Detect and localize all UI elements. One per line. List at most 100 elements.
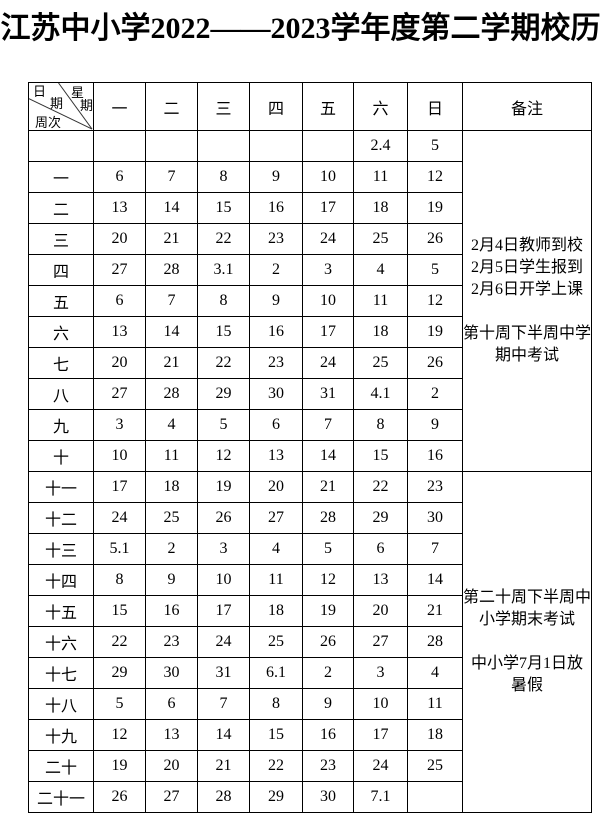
date-cell: 13 bbox=[353, 564, 408, 596]
week-number-cell: 十三 bbox=[28, 533, 94, 565]
date-cell: 18 bbox=[353, 316, 408, 348]
week-number-cell: 十八 bbox=[28, 688, 94, 720]
remark-line: 小学期末考试 bbox=[479, 611, 576, 628]
date-cell: 14 bbox=[407, 564, 463, 596]
date-cell: 21 bbox=[145, 223, 198, 255]
date-cell: 19 bbox=[302, 595, 354, 627]
calendar-row: 十八 5 6 7 8 9 10 11 bbox=[28, 688, 592, 720]
date-cell: 16 bbox=[249, 316, 303, 348]
date-cell bbox=[145, 130, 198, 162]
corner-weekday-label-char: 星 bbox=[71, 85, 85, 100]
date-cell: 3 bbox=[353, 657, 408, 689]
date-cell bbox=[249, 130, 303, 162]
remark-line bbox=[464, 301, 591, 323]
corner-header-cell: 日 期 星 期 周次 bbox=[28, 82, 94, 131]
date-cell: 23 bbox=[302, 750, 354, 782]
date-cell: 9 bbox=[407, 409, 463, 441]
date-cell: 18 bbox=[145, 471, 198, 503]
week-number-cell bbox=[28, 130, 94, 162]
date-cell: 10 bbox=[93, 440, 146, 472]
date-cell: 2 bbox=[249, 254, 303, 286]
week-number-cell: 十一 bbox=[28, 471, 94, 503]
date-cell: 25 bbox=[353, 223, 408, 255]
date-cell: 11 bbox=[353, 285, 408, 317]
date-cell: 6.1 bbox=[249, 657, 303, 689]
date-cell: 30 bbox=[302, 781, 354, 813]
date-cell: 5.1 bbox=[93, 533, 146, 565]
date-cell: 25 bbox=[145, 502, 198, 534]
remark-line: 期中考试 bbox=[495, 347, 560, 364]
date-cell: 23 bbox=[407, 471, 463, 503]
calendar-row: 四 27 28 3.1 2 3 4 5 bbox=[28, 254, 592, 286]
date-cell: 12 bbox=[407, 161, 463, 193]
week-number-cell: 三 bbox=[28, 223, 94, 255]
date-cell: 24 bbox=[197, 626, 250, 658]
week-number-cell: 二十一 bbox=[28, 781, 94, 813]
date-cell: 20 bbox=[145, 750, 198, 782]
date-cell: 6 bbox=[93, 285, 146, 317]
date-cell: 17 bbox=[302, 316, 354, 348]
remark-line: 2月4日教师到校 bbox=[471, 237, 584, 254]
date-cell: 24 bbox=[302, 347, 354, 379]
week-number-cell: 八 bbox=[28, 378, 94, 410]
date-cell: 19 bbox=[197, 471, 250, 503]
date-cell: 23 bbox=[145, 626, 198, 658]
date-cell: 11 bbox=[353, 161, 408, 193]
weekday-header: 日 bbox=[407, 82, 463, 131]
date-cell: 13 bbox=[249, 440, 303, 472]
calendar-row: 十九 12 13 14 15 16 17 18 bbox=[28, 719, 592, 751]
date-cell: 26 bbox=[302, 626, 354, 658]
date-cell: 20 bbox=[249, 471, 303, 503]
corner-date-label-char: 期 bbox=[50, 96, 64, 111]
date-cell: 21 bbox=[197, 750, 250, 782]
date-cell: 30 bbox=[249, 378, 303, 410]
page-title: 江苏中小学2022——2023学年度第二学期校历 bbox=[0, 12, 601, 45]
week-number-cell: 二十 bbox=[28, 750, 94, 782]
date-cell: 4 bbox=[407, 657, 463, 689]
date-cell: 12 bbox=[407, 285, 463, 317]
date-cell: 20 bbox=[353, 595, 408, 627]
date-cell: 8 bbox=[249, 688, 303, 720]
date-cell: 30 bbox=[145, 657, 198, 689]
diagonal-divider-lines bbox=[29, 83, 93, 130]
date-cell: 17 bbox=[302, 192, 354, 224]
date-cell: 15 bbox=[353, 440, 408, 472]
date-cell: 21 bbox=[302, 471, 354, 503]
date-cell: 2 bbox=[145, 533, 198, 565]
date-cell: 17 bbox=[93, 471, 146, 503]
date-cell: 7 bbox=[145, 161, 198, 193]
date-cell: 22 bbox=[197, 347, 250, 379]
date-cell: 8 bbox=[197, 161, 250, 193]
date-cell: 11 bbox=[407, 688, 463, 720]
remark-line: 暑假 bbox=[511, 677, 544, 694]
date-cell: 9 bbox=[145, 564, 198, 596]
remarks-block-1: 2月4日教师到校 2月5日学生报到 2月6日开学上课 第十周下半周中学 期中考试 bbox=[461, 130, 593, 472]
date-cell: 4 bbox=[353, 254, 408, 286]
date-cell: 4 bbox=[145, 409, 198, 441]
date-cell: 11 bbox=[145, 440, 198, 472]
week-number-cell: 十九 bbox=[28, 719, 94, 751]
date-cell: 2 bbox=[407, 378, 463, 410]
calendar-row: 八 27 28 29 30 31 4.1 2 bbox=[28, 378, 592, 410]
date-cell: 8 bbox=[93, 564, 146, 596]
date-cell bbox=[197, 130, 250, 162]
date-cell: 7.1 bbox=[353, 781, 408, 813]
date-cell: 9 bbox=[249, 285, 303, 317]
date-cell: 10 bbox=[353, 688, 408, 720]
date-cell: 29 bbox=[353, 502, 408, 534]
week-number-cell: 十五 bbox=[28, 595, 94, 627]
remark-line: 2月6日开学上课 bbox=[471, 281, 584, 298]
remarks-header: 备注 bbox=[461, 82, 593, 131]
week-number-cell: 九 bbox=[28, 409, 94, 441]
weekday-header: 六 bbox=[353, 82, 408, 131]
date-cell: 5 bbox=[407, 254, 463, 286]
date-cell: 21 bbox=[407, 595, 463, 627]
date-cell: 16 bbox=[145, 595, 198, 627]
weekday-header: 二 bbox=[145, 82, 198, 131]
date-cell: 6 bbox=[249, 409, 303, 441]
week-number-cell: 十 bbox=[28, 440, 94, 472]
date-cell: 18 bbox=[353, 192, 408, 224]
date-cell: 5 bbox=[407, 130, 463, 162]
date-cell: 31 bbox=[197, 657, 250, 689]
calendar-row: 五 6 7 8 9 10 11 12 bbox=[28, 285, 592, 317]
